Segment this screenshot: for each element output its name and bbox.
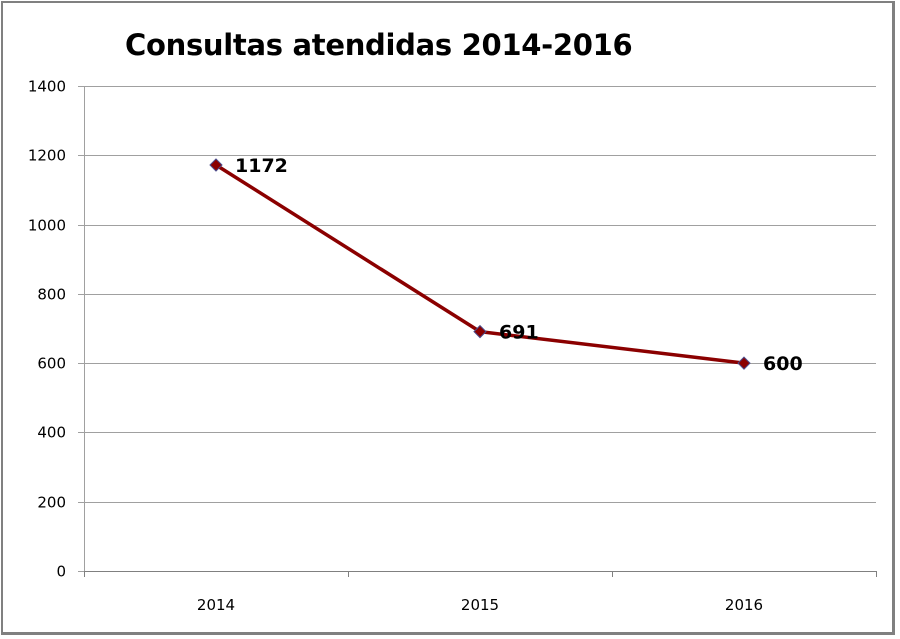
gridlines xyxy=(84,86,876,503)
y-tick-label: 800 xyxy=(37,286,66,304)
diamond-marker xyxy=(737,356,751,370)
chart-title: Consultas atendidas 2014-2016 xyxy=(125,28,633,62)
data-series: 1172 691 600 xyxy=(209,155,803,375)
y-tick-label: 400 xyxy=(37,424,66,442)
data-label: 600 xyxy=(763,353,803,375)
y-tick-label: 1400 xyxy=(28,78,66,96)
data-label: 691 xyxy=(499,322,539,344)
x-tick-label: 2014 xyxy=(197,596,235,614)
y-tick-label: 1200 xyxy=(28,147,66,165)
y-tick-label: 0 xyxy=(56,563,66,581)
x-tick-label: 2015 xyxy=(461,596,499,614)
x-tick-label: 2016 xyxy=(725,596,763,614)
y-tick-label: 200 xyxy=(37,494,66,512)
axes: 0 200 400 600 800 1000 1200 1400 2014 2015 2016 xyxy=(28,78,877,614)
diamond-marker xyxy=(209,158,223,172)
data-label: 1172 xyxy=(235,155,288,177)
diamond-marker xyxy=(473,324,487,339)
y-tick-label: 1000 xyxy=(28,217,66,235)
y-tick-label: 600 xyxy=(37,355,66,373)
